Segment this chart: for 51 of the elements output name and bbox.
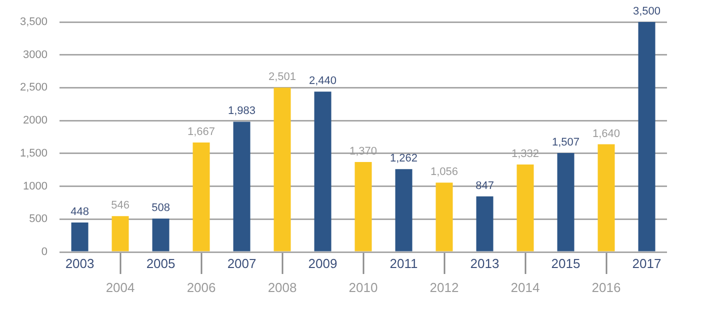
bar — [274, 88, 291, 252]
bar — [516, 164, 534, 252]
bar — [71, 222, 88, 252]
y-tick-label: 500 — [29, 213, 48, 226]
x-tick-label: 2010 — [348, 280, 378, 296]
bar — [233, 122, 250, 252]
x-tick-label: 2016 — [592, 280, 621, 296]
data-label: 1,667 — [188, 126, 216, 138]
y-tick-label: 3000 — [23, 48, 48, 61]
y-tick-label: 0 — [41, 246, 48, 258]
x-tick-label: 2006 — [186, 280, 216, 296]
bar — [314, 92, 332, 252]
bar — [152, 218, 170, 252]
data-label: 448 — [70, 206, 89, 218]
data-label: 1,640 — [592, 128, 620, 140]
y-tick-label: 1,500 — [20, 147, 48, 160]
x-tick-label: 2014 — [510, 280, 540, 296]
x-tick-label: 2004 — [106, 280, 135, 296]
x-tick-label: 2009 — [308, 256, 338, 272]
data-label: 847 — [476, 180, 494, 192]
bar — [192, 142, 210, 252]
x-tick-label: 2015 — [551, 256, 580, 272]
x-tick-label: 2008 — [268, 280, 297, 296]
data-label: 1,507 — [552, 136, 580, 148]
y-tick-label: 2000 — [23, 114, 48, 127]
bar — [557, 152, 574, 252]
x-tick-label: 2007 — [227, 256, 256, 272]
bar — [638, 22, 656, 252]
x-tick-label: 2005 — [146, 256, 176, 272]
bar — [112, 216, 129, 252]
bar — [354, 162, 372, 252]
y-tick-label: 2,500 — [20, 82, 48, 94]
data-label: 546 — [111, 200, 130, 212]
x-tick-label: 2012 — [430, 280, 459, 296]
data-label: 1,056 — [430, 166, 458, 178]
x-tick-label: 2003 — [65, 256, 94, 272]
bar — [436, 182, 453, 252]
x-tick-label: 2017 — [632, 256, 662, 272]
x-tick-label: 2011 — [390, 256, 418, 272]
bar — [598, 144, 615, 252]
bar — [476, 196, 494, 252]
bar — [395, 169, 412, 252]
data-label: 1,262 — [390, 152, 418, 165]
data-label: 2,501 — [268, 71, 296, 84]
y-tick-label: 3,500 — [20, 16, 48, 28]
data-label: 508 — [152, 202, 170, 214]
y-tick-label: 1000 — [23, 180, 48, 192]
data-label: 2,440 — [309, 75, 337, 88]
data-label: 1,983 — [228, 105, 256, 118]
data-label: 3,500 — [632, 6, 661, 18]
x-tick-label: 2013 — [470, 256, 500, 272]
